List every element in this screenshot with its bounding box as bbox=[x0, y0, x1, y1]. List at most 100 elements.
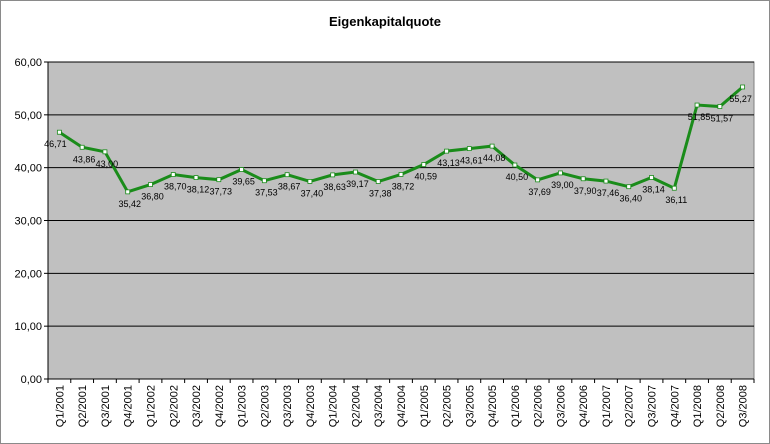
x-tick-label: Q4/2002 bbox=[214, 385, 226, 427]
data-label: 40,59 bbox=[415, 172, 438, 182]
y-tick-label: 60,00 bbox=[14, 57, 42, 69]
data-label: 46,71 bbox=[44, 139, 67, 149]
data-label: 35,42 bbox=[118, 199, 141, 209]
y-tick-label: 10,00 bbox=[14, 321, 42, 333]
data-point bbox=[284, 172, 290, 178]
data-label: 51,57 bbox=[711, 114, 734, 124]
data-point bbox=[102, 149, 108, 155]
x-tick-label: Q3/2002 bbox=[191, 385, 203, 427]
chart-title: Eigenkapitalquote bbox=[329, 14, 441, 29]
data-point bbox=[740, 84, 746, 90]
data-label: 39,65 bbox=[232, 177, 255, 187]
x-tick-label: Q3/2007 bbox=[647, 385, 659, 427]
data-point bbox=[239, 167, 244, 172]
data-label: 37,73 bbox=[210, 187, 233, 197]
data-point bbox=[375, 179, 381, 184]
x-tick-label: Q1/2001 bbox=[54, 385, 66, 427]
x-tick-label: Q1/2008 bbox=[692, 385, 704, 427]
x-tick-label: Q3/2003 bbox=[282, 385, 294, 427]
data-label: 43,00 bbox=[96, 159, 119, 169]
data-label: 37,90 bbox=[574, 186, 597, 196]
data-label: 43,13 bbox=[437, 158, 460, 168]
y-tick-label: 50,00 bbox=[14, 110, 42, 122]
x-tick-label: Q2/2006 bbox=[533, 385, 545, 427]
data-label: 39,00 bbox=[551, 180, 574, 190]
data-label: 38,63 bbox=[323, 182, 346, 192]
y-tick-label: 30,00 bbox=[14, 216, 42, 228]
x-tick-label: Q1/2005 bbox=[419, 385, 431, 427]
y-axis: 0,00 10,00 20,00 30,00 40,00 50,00 60,00 bbox=[14, 57, 49, 386]
data-label: 38,14 bbox=[642, 184, 665, 194]
x-tick-label: Q2/2003 bbox=[259, 385, 271, 427]
x-tick-label: Q1/2004 bbox=[328, 385, 340, 427]
gridlines bbox=[48, 61, 754, 327]
data-label: 38,70 bbox=[164, 182, 187, 192]
data-point bbox=[512, 162, 518, 168]
data-point bbox=[580, 176, 586, 182]
data-point bbox=[398, 172, 404, 177]
data-point bbox=[261, 178, 267, 184]
data-label: 37,53 bbox=[255, 188, 278, 198]
x-tick-label: Q2/2004 bbox=[350, 385, 362, 427]
data-label: 39,17 bbox=[346, 179, 369, 189]
data-label: 43,61 bbox=[460, 156, 483, 166]
x-tick-label: Q4/2003 bbox=[305, 385, 317, 427]
x-tick-label: Q2/2008 bbox=[715, 385, 727, 427]
data-point bbox=[353, 169, 358, 175]
data-label: 36,80 bbox=[141, 192, 164, 202]
x-tick-label: Q3/2006 bbox=[555, 385, 567, 427]
data-point bbox=[216, 177, 222, 183]
x-tick-label: Q3/2001 bbox=[100, 385, 112, 427]
data-label: 37,69 bbox=[528, 187, 551, 197]
x-tick-label: Q3/2008 bbox=[738, 385, 750, 427]
x-tick-label: Q4/2006 bbox=[578, 385, 590, 427]
y-tick-label: 0,00 bbox=[21, 374, 42, 386]
data-point bbox=[489, 143, 495, 149]
data-point bbox=[125, 189, 131, 195]
x-tick-label: Q2/2002 bbox=[168, 385, 180, 427]
x-tick-label: Q1/2003 bbox=[237, 385, 249, 427]
data-label: 44,08 bbox=[483, 153, 506, 163]
data-label: 36,11 bbox=[665, 195, 687, 205]
data-label: 40,50 bbox=[506, 172, 529, 182]
data-point bbox=[671, 185, 677, 191]
data-point bbox=[330, 172, 336, 178]
x-tick-label: Q2/2005 bbox=[442, 385, 454, 427]
data-point bbox=[444, 148, 449, 154]
data-point bbox=[558, 170, 563, 176]
x-tick-label: Q1/2007 bbox=[601, 385, 613, 427]
data-point bbox=[717, 104, 723, 109]
data-label: 37,38 bbox=[369, 189, 392, 199]
x-tick-label: Q3/2005 bbox=[464, 385, 476, 427]
x-tick-label: Q4/2005 bbox=[487, 385, 499, 427]
x-tick-label: Q4/2007 bbox=[669, 385, 681, 427]
data-point bbox=[421, 162, 427, 167]
y-tick-label: 20,00 bbox=[14, 268, 42, 280]
data-point bbox=[649, 175, 654, 180]
data-label: 51,85 bbox=[688, 112, 711, 122]
x-tick-label: Q1/2002 bbox=[145, 385, 157, 427]
x-axis: Q1/2001 Q2/2001 Q3/2001 Q4/2001 Q1/2002 Q2/20… bbox=[47, 378, 755, 427]
x-tick-label: Q3/2004 bbox=[373, 385, 385, 427]
data-point bbox=[535, 177, 541, 183]
data-point bbox=[603, 178, 609, 184]
data-point bbox=[79, 144, 85, 150]
x-tick-label: Q2/2007 bbox=[624, 385, 636, 427]
data-label: 37,40 bbox=[301, 188, 324, 198]
x-tick-label: Q4/2004 bbox=[396, 385, 408, 427]
data-point bbox=[694, 102, 700, 108]
x-tick-label: Q2/2001 bbox=[77, 385, 89, 427]
x-tick-label: Q1/2006 bbox=[510, 385, 522, 427]
data-label: 55,27 bbox=[729, 94, 752, 104]
data-point bbox=[466, 146, 472, 151]
data-point bbox=[170, 172, 176, 177]
data-label: 36,40 bbox=[619, 194, 642, 204]
data-point bbox=[626, 184, 632, 190]
data-point bbox=[148, 182, 153, 187]
data-label: 38,12 bbox=[187, 185, 210, 195]
data-label: 43,86 bbox=[73, 154, 96, 164]
data-point bbox=[307, 179, 313, 184]
data-point bbox=[56, 129, 62, 135]
